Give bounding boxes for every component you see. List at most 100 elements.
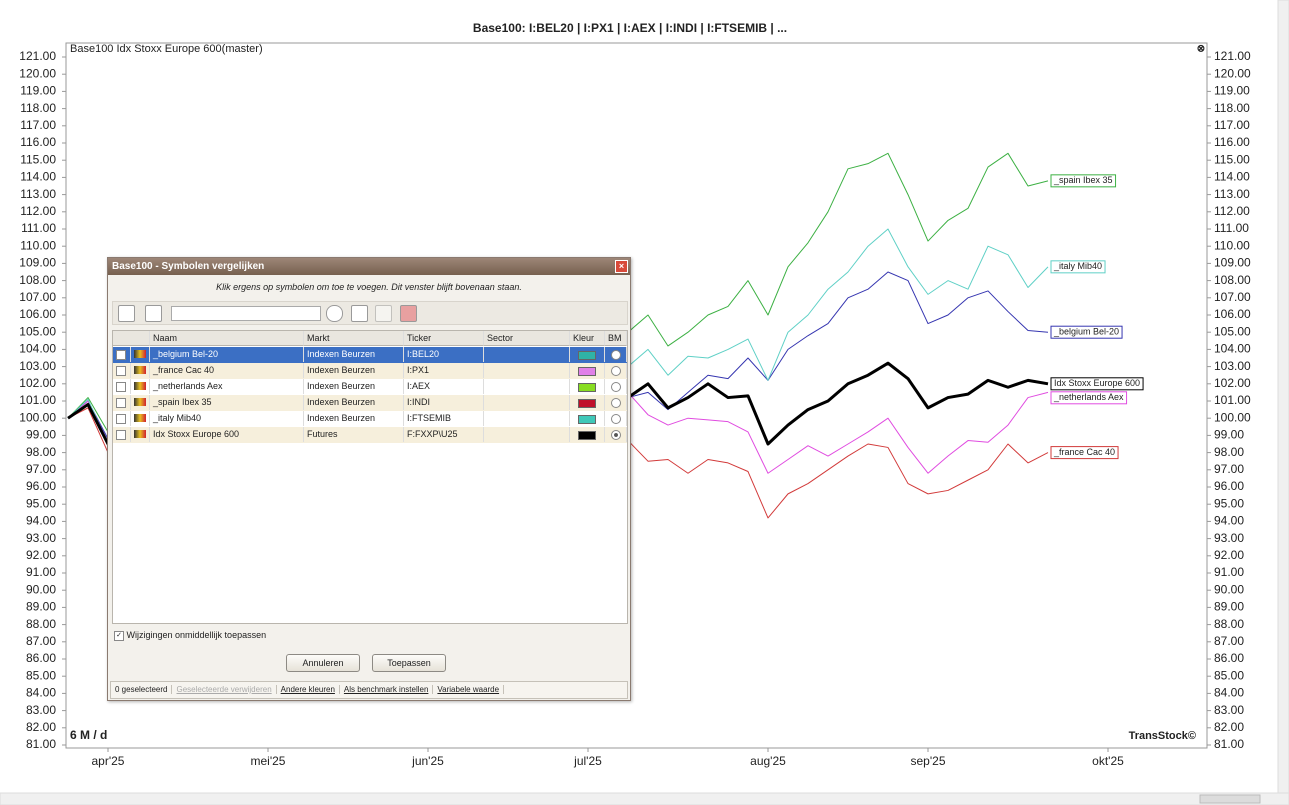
benchmark-radio[interactable]: [611, 430, 621, 440]
color-swatch[interactable]: [578, 367, 596, 376]
y2-tick-label: 91.00: [1214, 565, 1244, 579]
apply-button[interactable]: Toepassen: [372, 654, 446, 672]
series-end-label: _netherlands Aex: [1050, 391, 1128, 405]
y2-tick-label: 98.00: [1214, 445, 1244, 459]
y2-tick-label: 84.00: [1214, 686, 1244, 700]
table-row[interactable]: _france Cac 40 Indexen Beurzen I:PX1: [113, 363, 627, 379]
symbols-table: Naam Markt Ticker Sector Kleur BM _belgium Bel…: [112, 330, 628, 624]
column-header[interactable]: Markt: [304, 331, 404, 346]
column-header[interactable]: Sector: [484, 331, 570, 346]
y2-tick-label: 115.00: [1214, 152, 1250, 166]
color-swatch[interactable]: [578, 431, 596, 440]
y-tick-label: 99.00: [26, 428, 56, 442]
horizontal-scrollbar[interactable]: [0, 792, 1289, 805]
variable-value-link[interactable]: Variabele waarde: [433, 685, 505, 694]
sector: [484, 347, 570, 362]
benchmark-radio[interactable]: [611, 366, 621, 376]
table-row[interactable]: _italy Mib40 Indexen Beurzen I:FTSEMIB: [113, 411, 627, 427]
color-swatch[interactable]: [578, 415, 596, 424]
plot-frame: [65, 42, 1208, 749]
y2-tick-label: 102.00: [1214, 376, 1251, 390]
flag: [131, 411, 150, 426]
remove-selected-link[interactable]: Geselecteerde verwijderen: [172, 685, 277, 694]
x-tick-label: okt'25: [1092, 754, 1124, 768]
toolbar: [112, 301, 628, 325]
y-tick-label: 120.00: [19, 66, 56, 80]
apply-checkbox-label: Wijzigingen onmiddellijk toepassen: [126, 630, 267, 640]
table-row[interactable]: _netherlands Aex Indexen Beurzen I:AEX: [113, 379, 627, 395]
y-tick-label: 89.00: [26, 600, 56, 614]
y2-tick-label: 110.00: [1214, 238, 1250, 252]
market: Indexen Beurzen: [304, 411, 404, 426]
vertical-scrollbar[interactable]: [1277, 0, 1289, 794]
column-header[interactable]: Kleur: [570, 331, 605, 346]
cancel-button[interactable]: Annuleren: [286, 654, 360, 672]
series-end-label: _belgium Bel-20: [1050, 325, 1123, 339]
series-name: _spain Ibex 35: [1053, 175, 1113, 185]
color-swatch[interactable]: [578, 351, 596, 360]
y-tick-label: 97.00: [26, 462, 56, 476]
add-button[interactable]: [118, 305, 135, 322]
dialog-close[interactable]: ×: [615, 260, 628, 273]
benchmark-cell: [605, 427, 627, 442]
color-cell: [570, 427, 605, 442]
search-input[interactable]: [171, 306, 321, 321]
find-button[interactable]: [145, 305, 162, 322]
benchmark-cell: [605, 347, 627, 362]
y-tick-label: 93.00: [26, 531, 56, 545]
color-swatch[interactable]: [578, 399, 596, 408]
y-tick-label: 117.00: [20, 118, 56, 132]
y2-tick-label: 95.00: [1214, 496, 1244, 510]
benchmark-radio[interactable]: [611, 382, 621, 392]
flag: [131, 379, 150, 394]
y2-tick-label: 96.00: [1214, 479, 1244, 493]
y-tick-label: 92.00: [26, 548, 56, 562]
benchmark-radio[interactable]: [611, 414, 621, 424]
x-tick-label: aug'25: [750, 754, 786, 768]
x-tick-label: apr'25: [92, 754, 125, 768]
y-tick-label: 94.00: [26, 514, 56, 528]
y2-tick-label: 107.00: [1214, 290, 1251, 304]
benchmark-radio[interactable]: [611, 398, 621, 408]
column-header[interactable]: BM: [605, 331, 627, 346]
refresh-button[interactable]: [326, 305, 343, 322]
y2-tick-label: 99.00: [1214, 428, 1244, 442]
y2-tick-label: 109.00: [1214, 256, 1251, 270]
table-row[interactable]: _belgium Bel-20 Indexen Beurzen I:BEL20: [113, 347, 627, 363]
y2-tick-label: 120.00: [1214, 66, 1251, 80]
other-colors-link[interactable]: Andere kleuren: [276, 685, 340, 694]
sector: [484, 411, 570, 426]
benchmark-radio[interactable]: [611, 350, 621, 360]
x-tick-label: jul'25: [573, 754, 602, 768]
y2-tick-label: 116.00: [1214, 135, 1250, 149]
benchmark-cell: [605, 411, 627, 426]
save-button[interactable]: [351, 305, 368, 322]
y2-tick-label: 90.00: [1214, 582, 1244, 596]
y-tick-label: 109.00: [19, 256, 56, 270]
color-swatch[interactable]: [578, 383, 596, 392]
benchmark-cell: [605, 363, 627, 378]
table-row[interactable]: Idx Stoxx Europe 600 Futures F:FXXP\U25: [113, 427, 627, 443]
table-row[interactable]: _spain Ibex 35 Indexen Beurzen I:INDI: [113, 395, 627, 411]
series-end-label: _spain Ibex 35: [1050, 174, 1117, 188]
compare-dialog: Base100 - Symbolen vergelijken × Klik erg…: [107, 257, 631, 701]
delete-button[interactable]: [375, 305, 392, 322]
delete-all-button[interactable]: [400, 305, 417, 322]
apply-option[interactable]: ✓ Wijzigingen onmiddellijk toepassen: [114, 629, 266, 641]
close-icon[interactable]: ⊗: [1197, 44, 1205, 55]
row-checkbox: [113, 411, 131, 426]
set-benchmark-link[interactable]: Als benchmark instellen: [339, 685, 434, 694]
column-header[interactable]: Ticker: [404, 331, 484, 346]
y-tick-label: 105.00: [19, 324, 56, 338]
ticker: I:AEX: [404, 379, 484, 394]
y-tick-label: 113.00: [20, 187, 56, 201]
y2-tick-label: 113.00: [1214, 187, 1250, 201]
y-tick-label: 90.00: [26, 582, 56, 596]
market: Futures: [304, 427, 404, 442]
y2-tick-label: 89.00: [1214, 600, 1244, 614]
scroll-thumb[interactable]: [1199, 794, 1261, 804]
column-header[interactable]: Naam: [150, 331, 304, 346]
y2-tick-label: 85.00: [1214, 668, 1244, 682]
y-tick-label: 100.00: [19, 410, 56, 424]
